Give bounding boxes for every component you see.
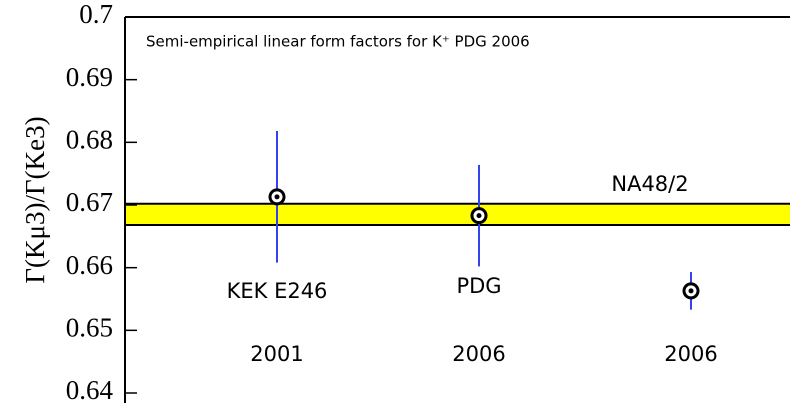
chart-title: Semi-empirical linear form factors for K… [146, 33, 530, 51]
y-tick-label: 0.66 [66, 250, 113, 280]
point-label: PDG [456, 274, 501, 298]
y-axis-label: Γ(Kμ3)/Γ(Ke3) [20, 116, 50, 283]
point-label: KEK E246 [227, 279, 328, 303]
y-tick-label: 0.68 [66, 125, 113, 155]
band [125, 203, 790, 226]
y-tick-label: 0.7 [79, 0, 113, 29]
band-label: NA48/2 [611, 172, 688, 196]
y-tick-label: 0.69 [66, 62, 113, 92]
marker-dot [688, 288, 694, 294]
year-label: 2001 [250, 342, 303, 366]
marker-dot [476, 213, 482, 219]
year-label: 2006 [452, 342, 505, 366]
y-tick-label: 0.64 [66, 375, 114, 405]
year-label: 2006 [664, 342, 717, 366]
y-tick-label: 0.67 [66, 187, 113, 217]
y-tick-label: 0.65 [66, 313, 113, 343]
marker-dot [274, 194, 280, 200]
